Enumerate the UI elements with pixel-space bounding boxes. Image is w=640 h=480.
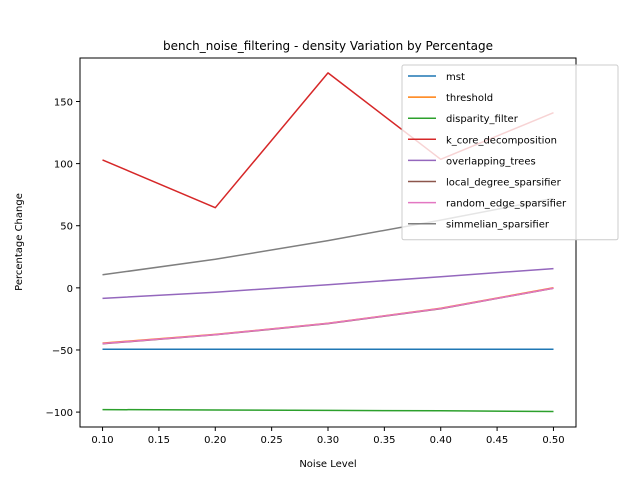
x-tick-label: 0.15 (148, 435, 170, 446)
x-tick-label: 0.10 (91, 435, 113, 446)
series-line-overlapping-trees (102, 267, 554, 300)
legend-entry: threshold (446, 93, 493, 104)
y-tick-label: 0 (67, 284, 73, 295)
series-line-threshold (102, 287, 554, 344)
legend-entry: local_degree_sparsifier (446, 178, 562, 189)
x-tick-label: 0.20 (204, 435, 226, 446)
legend-entry: mst (446, 72, 465, 83)
series-line-local-degree-sparsifier (102, 287, 554, 345)
x-tick-label: 0.25 (261, 435, 283, 446)
x-axis-label: Noise Level (299, 459, 356, 470)
y-axis-label: Percentage Change (14, 193, 25, 291)
x-tick-label: 0.35 (373, 435, 395, 446)
x-axis-ticks: 0.10 0.15 0.20 0.25 0.30 0.35 0.40 0.45 0.50 (91, 427, 565, 446)
y-tick-label: −100 (46, 408, 73, 419)
series-layer (102, 72, 554, 413)
y-axis-ticks: −100 −50 0 50 100 150 (46, 97, 80, 419)
y-tick-label: 50 (60, 222, 73, 233)
chart-title: bench_noise_filtering - density Variatio… (163, 39, 493, 53)
x-tick-label: 0.40 (430, 435, 452, 446)
legend-entry: simmelian_sparsifier (446, 220, 550, 231)
legend-entry: k_core_decomposition (446, 135, 557, 146)
legend-entry: random_edge_sparsifier (446, 199, 567, 210)
y-tick-label: −50 (52, 346, 73, 357)
x-tick-label: 0.30 (317, 435, 339, 446)
legend-entry: overlapping_trees (446, 156, 536, 167)
y-tick-label: 150 (54, 97, 73, 108)
series-line-disparity-filter (102, 408, 554, 413)
series-line-random-edge-sparsifier (102, 287, 554, 345)
legend-box (401, 64, 619, 241)
legend-entry: disparity_filter (446, 114, 519, 125)
x-tick-label: 0.50 (542, 435, 564, 446)
y-tick-label: 100 (54, 160, 73, 171)
legend: mst threshold disparity_filter k_core_decom… (401, 64, 619, 241)
x-tick-label: 0.45 (486, 435, 508, 446)
